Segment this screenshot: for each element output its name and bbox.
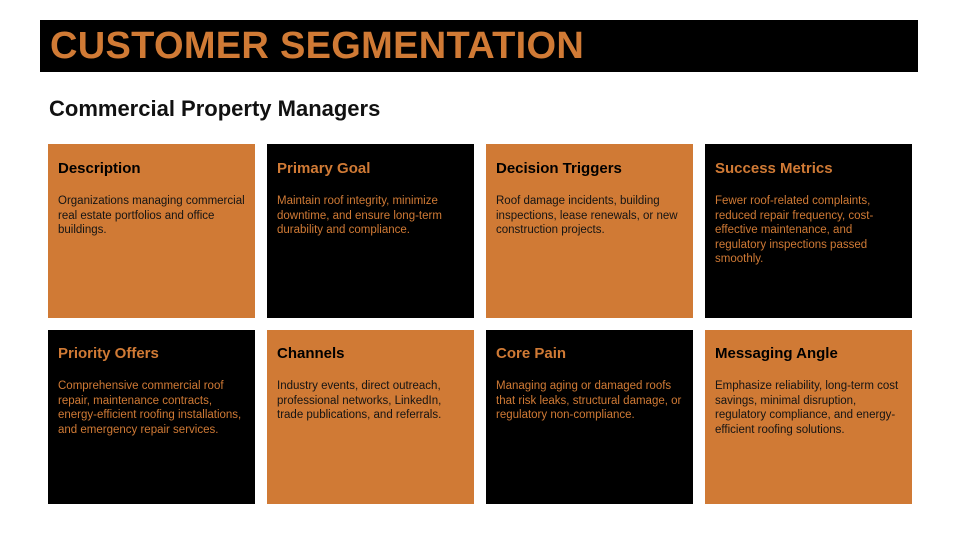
card-messaging-angle: Messaging Angle Emphasize reliability, l… <box>705 330 912 504</box>
page-title: CUSTOMER SEGMENTATION <box>50 25 585 67</box>
card-heading: Priority Offers <box>58 345 159 362</box>
card-heading: Messaging Angle <box>715 345 838 362</box>
card-heading: Success Metrics <box>715 160 833 177</box>
card-heading: Primary Goal <box>277 160 371 177</box>
card-heading: Channels <box>277 345 345 362</box>
card-channels: Channels Industry events, direct outreac… <box>267 330 474 504</box>
card-core-pain: Core Pain Managing aging or damaged roof… <box>486 330 693 504</box>
segment-subtitle: Commercial Property Managers <box>49 96 381 121</box>
card-success-metrics: Success Metrics Fewer roof-related compl… <box>705 144 912 318</box>
card-decision-triggers: Decision Triggers Roof damage incidents,… <box>486 144 693 318</box>
card-description: Description Organizations managing comme… <box>48 144 255 318</box>
card-heading: Description <box>58 160 141 177</box>
card-body: Emphasize reliability, long-term cost sa… <box>715 380 899 436</box>
card-body: Maintain roof integrity, minimize downti… <box>277 195 442 236</box>
card-heading: Decision Triggers <box>496 160 622 177</box>
card-body: Managing aging or damaged roofs that ris… <box>496 380 682 421</box>
card-body: Organizations managing commercial real e… <box>58 195 245 236</box>
card-heading: Core Pain <box>496 345 567 362</box>
title-bar: CUSTOMER SEGMENTATION <box>40 20 918 72</box>
card-priority-offers: Priority Offers Comprehensive commercial… <box>48 330 255 504</box>
card-body: Industry events, direct outreach, profes… <box>277 380 442 421</box>
card-body: Fewer roof-related complaints, reduced r… <box>715 195 874 265</box>
card-primary-goal: Primary Goal Maintain roof integrity, mi… <box>267 144 474 318</box>
card-body: Roof damage incidents, building inspecti… <box>496 195 678 236</box>
card-body: Comprehensive commercial roof repair, ma… <box>58 380 242 436</box>
